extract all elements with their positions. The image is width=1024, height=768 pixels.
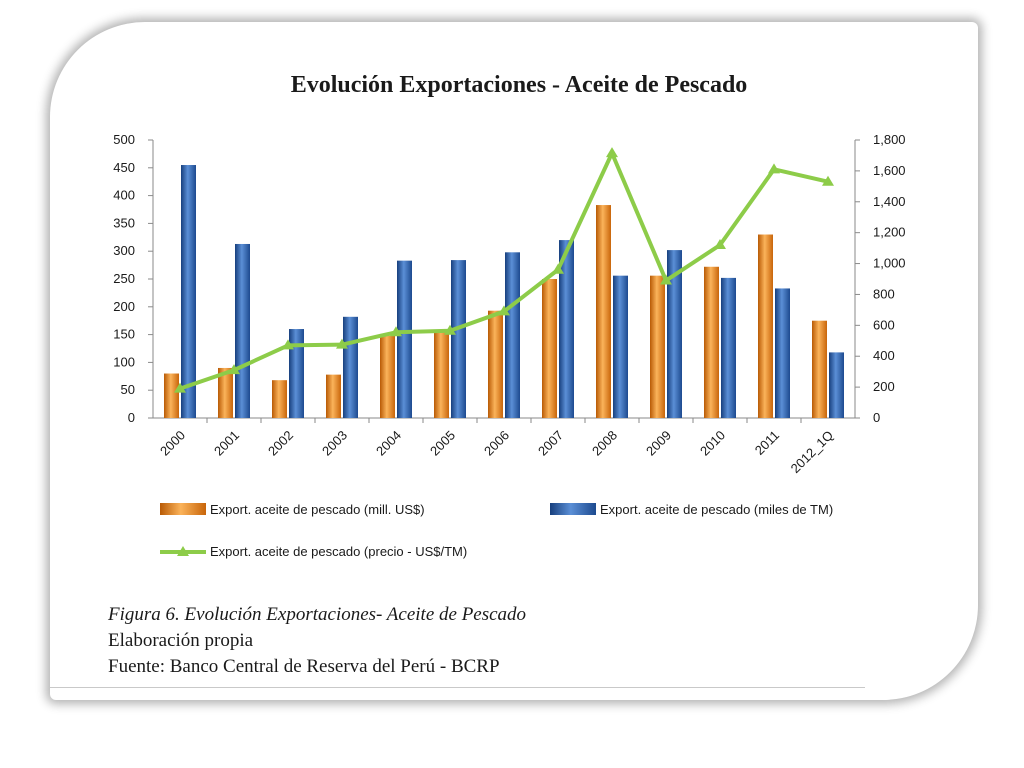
right-tick-label: 0 xyxy=(873,410,880,425)
bar-mill-usd-2003 xyxy=(326,374,341,418)
bar-miles-tm-2007 xyxy=(559,240,574,418)
bars xyxy=(164,165,844,418)
right-tick-label: 600 xyxy=(873,317,895,332)
bottom-rule xyxy=(50,687,865,688)
left-tick-label: 100 xyxy=(113,354,135,369)
legend-item-2: Export. aceite de pescado (miles de TM) xyxy=(550,502,833,517)
bar-mill-usd-2001 xyxy=(218,367,233,418)
left-tick-label: 300 xyxy=(113,243,135,258)
bar-mill-usd-2011 xyxy=(758,234,773,418)
x-tick-label: 2001 xyxy=(211,428,242,459)
bar-mill-usd-2004 xyxy=(380,335,395,418)
left-tick-label: 50 xyxy=(121,382,135,397)
left-tick-label: 150 xyxy=(113,327,135,342)
caption-source: Fuente: Banco Central de Reserva del Per… xyxy=(108,656,500,677)
right-tick-label: 800 xyxy=(873,286,895,301)
right-tick-label: 400 xyxy=(873,348,895,363)
left-tick-label: 250 xyxy=(113,271,135,286)
bar-mill-usd-2000 xyxy=(164,373,179,418)
price-point-2007 xyxy=(552,263,564,274)
x-tick-label: 2010 xyxy=(697,428,728,459)
right-tick-label: 1,200 xyxy=(873,225,906,240)
x-tick-label: 2004 xyxy=(373,428,404,459)
price-point-2009 xyxy=(660,274,672,285)
figure-card: Evolución Exportaciones - Aceite de Pesc… xyxy=(50,22,978,700)
bar-mill-usd-2002 xyxy=(272,380,287,418)
bar-miles-tm-2003 xyxy=(343,316,358,418)
bar-miles-tm-2004 xyxy=(397,260,412,418)
price-point-2008 xyxy=(606,147,618,158)
x-tick-label: 2005 xyxy=(427,428,458,459)
x-tick-label: 2002 xyxy=(265,428,296,459)
price-point-2012_1Q xyxy=(822,175,834,186)
bar-mill-usd-2007 xyxy=(542,279,557,418)
chart: Evolución Exportaciones - Aceite de Pesc… xyxy=(113,72,905,559)
x-tick-label: 2012_1Q xyxy=(788,428,836,476)
bar-mill-usd-2006 xyxy=(488,310,503,418)
right-tick-label: 1,800 xyxy=(873,132,906,147)
bar-mill-usd-2008 xyxy=(596,205,611,418)
caption-figure: Figura 6. Evolución Exportaciones- Aceit… xyxy=(108,604,527,625)
x-tick-label: 2003 xyxy=(319,428,350,459)
bar-miles-tm-2001 xyxy=(235,243,250,418)
x-tick-label: 2008 xyxy=(589,428,620,459)
bar-miles-tm-2005 xyxy=(451,260,466,418)
x-tick-label: 2007 xyxy=(535,428,566,459)
left-tick-label: 400 xyxy=(113,188,135,203)
x-tick-label: 2006 xyxy=(481,428,512,459)
bar-miles-tm-2012_1Q xyxy=(829,352,844,418)
price-point-2010 xyxy=(714,239,726,250)
price-point-2000 xyxy=(174,382,186,393)
bar-miles-tm-2002 xyxy=(289,329,304,418)
bar-miles-tm-2009 xyxy=(667,250,682,418)
left-tick-label: 500 xyxy=(113,132,135,147)
legend-label: Export. aceite de pescado (mill. US$) xyxy=(210,502,425,517)
price-point-2004 xyxy=(390,326,402,337)
price-point-2005 xyxy=(444,324,456,335)
legend-marker xyxy=(177,546,189,556)
bar-miles-tm-2006 xyxy=(505,252,520,418)
price-point-2003 xyxy=(336,338,348,349)
right-tick-label: 200 xyxy=(873,379,895,394)
bar-miles-tm-2000 xyxy=(181,165,196,418)
bar-mill-usd-2012_1Q xyxy=(812,320,827,418)
right-tick-label: 1,600 xyxy=(873,163,906,178)
legend-swatch xyxy=(550,503,596,515)
price-line xyxy=(174,147,834,393)
bar-miles-tm-2010 xyxy=(721,277,736,418)
legend-label: Export. aceite de pescado (precio - US$/… xyxy=(210,544,467,559)
legend-item-3: Export. aceite de pescado (precio - US$/… xyxy=(160,544,467,559)
right-tick-label: 1,000 xyxy=(873,256,906,271)
legend-item-1: Export. aceite de pescado (mill. US$) xyxy=(160,502,425,517)
x-tick-label: 2000 xyxy=(157,428,188,459)
left-tick-label: 450 xyxy=(113,160,135,175)
figure-caption: Figura 6. Evolución Exportaciones- Aceit… xyxy=(108,602,526,680)
left-tick-label: 350 xyxy=(113,215,135,230)
bar-mill-usd-2009 xyxy=(650,275,665,418)
price-point-2011 xyxy=(768,163,780,174)
legend-label: Export. aceite de pescado (miles de TM) xyxy=(600,502,833,517)
chart-title: Evolución Exportaciones - Aceite de Pesc… xyxy=(291,72,748,98)
bar-miles-tm-2008 xyxy=(613,275,628,418)
axes: 0 50 100 150 200 250 300 350 400 450 500 0 200 400 600… xyxy=(113,132,905,425)
price-point-2006 xyxy=(498,305,510,316)
bar-mill-usd-2010 xyxy=(704,266,719,418)
x-tick-label: 2009 xyxy=(643,428,674,459)
legend-swatch xyxy=(160,503,206,515)
left-tick-label: 0 xyxy=(128,410,135,425)
bar-miles-tm-2011 xyxy=(775,288,790,418)
legend: Export. aceite de pescado (mill. US$) Exp… xyxy=(160,502,833,559)
x-tick-label: 2011 xyxy=(752,428,782,458)
right-tick-label: 1,400 xyxy=(873,194,906,209)
caption-elaboration: Elaboración propia xyxy=(108,630,254,651)
price-point-2001 xyxy=(228,364,240,375)
price-point-2002 xyxy=(282,339,294,350)
bar-mill-usd-2005 xyxy=(434,331,449,418)
x-tick-labels: 2000 2001 2002 2003 2004 2005 2006 2007 2008 2009… xyxy=(157,428,836,476)
left-tick-label: 200 xyxy=(113,299,135,314)
